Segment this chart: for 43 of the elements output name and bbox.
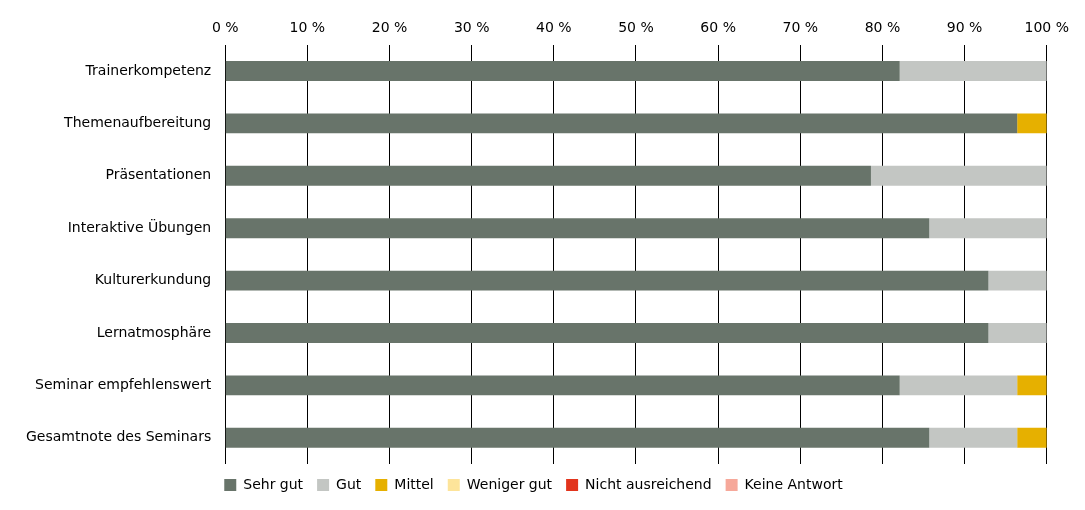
x-tick-label: 80 % xyxy=(864,19,901,36)
x-tick-label: 100 % xyxy=(1024,19,1069,36)
bar xyxy=(225,165,871,186)
bar xyxy=(899,375,1018,396)
legend-label: Gut xyxy=(336,475,362,492)
legend-label: Nicht ausreichend xyxy=(585,475,712,492)
legend-label: Mittel xyxy=(394,475,434,492)
y-tick-label: Trainerkompetenz xyxy=(84,61,212,78)
y-tick-label: Seminar empfehlenswert xyxy=(35,376,212,393)
legend-label: Weniger gut xyxy=(466,475,553,492)
bar xyxy=(870,165,1047,186)
x-tick-label: 30 % xyxy=(453,19,490,36)
bar xyxy=(929,218,1047,239)
y-tick-label: Interaktive Übungen xyxy=(67,217,212,235)
bar xyxy=(225,270,989,291)
y-tick-label: Kulturerkundung xyxy=(94,271,212,288)
x-tick-label: 90 % xyxy=(946,19,983,36)
bar xyxy=(1017,113,1047,134)
y-tick-label: Gesamtnote des Seminars xyxy=(25,428,212,445)
x-tick-label: 60 % xyxy=(700,19,736,36)
bar xyxy=(225,218,930,239)
bar xyxy=(225,375,900,396)
y-tick-label: Themenaufbereitung xyxy=(63,114,212,131)
legend-label: Sehr gut xyxy=(243,475,304,492)
y-tick-label: Lernatmosphäre xyxy=(96,323,212,340)
bar xyxy=(988,270,1047,291)
bar xyxy=(1017,375,1047,396)
bar xyxy=(225,427,930,448)
x-tick-label: 20 % xyxy=(371,19,408,36)
bar xyxy=(225,323,989,343)
legend-label: Keine Antwort xyxy=(744,475,844,492)
x-tick-label: 70 % xyxy=(782,19,819,36)
bar xyxy=(225,113,1018,134)
y-tick-label: Präsentationen xyxy=(105,166,212,183)
x-tick-label: 50 % xyxy=(618,19,654,36)
x-tick-label: 10 % xyxy=(289,19,326,36)
bar xyxy=(899,61,1047,81)
bar xyxy=(988,323,1047,343)
bar xyxy=(929,427,1018,448)
x-tick-label: 40 % xyxy=(536,19,572,36)
x-tick-label: 0 % xyxy=(211,19,239,36)
bar xyxy=(1017,427,1047,448)
bar xyxy=(225,61,900,81)
